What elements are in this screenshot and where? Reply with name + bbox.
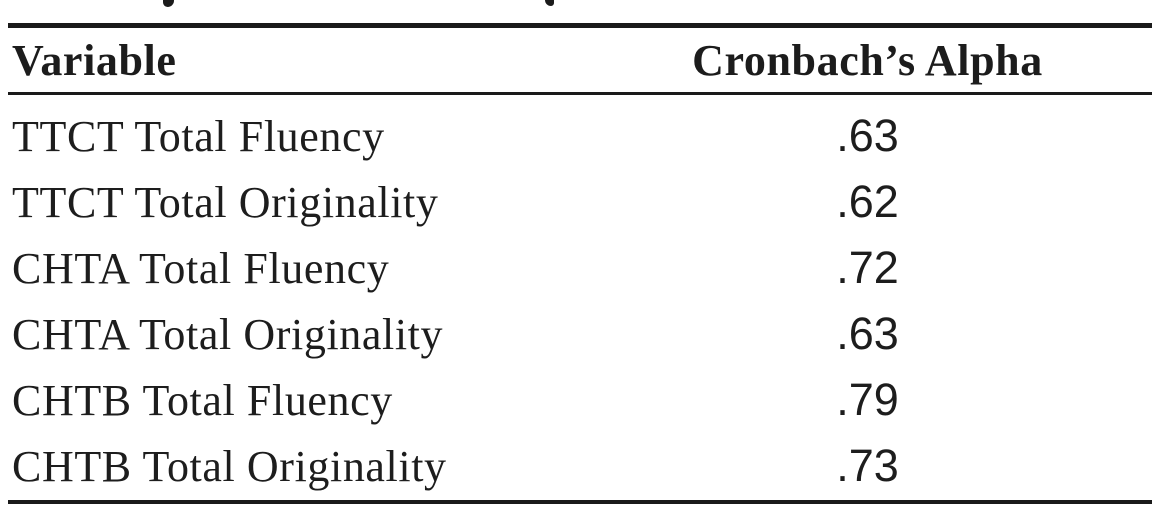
table-row: CHTB Total Fluency .79 [0,367,1155,433]
variable-cell: CHTB Total Originality [12,441,447,491]
table-header-rule [8,92,1152,95]
alpha-value-cell: .79 [836,374,899,425]
table-body: TTCT Total Fluency .63 TTCT Total Origin… [0,103,1155,499]
table-row: TTCT Total Originality .62 [0,169,1155,235]
table-header-row: Variable Cronbach’s Alpha [0,28,1155,92]
alpha-value-cell: .73 [836,440,899,491]
alpha-value-cell: .63 [836,110,899,161]
cropped-caption-descender [163,0,174,7]
alpha-value-cell: .72 [836,242,899,293]
table-row: CHTA Total Originality .63 [0,301,1155,367]
column-header-cronbachs-alpha: Cronbach’s Alpha [692,35,1043,85]
variable-cell: CHTA Total Fluency [12,243,390,293]
alpha-value-cell: .62 [836,176,899,227]
table-top-rule [8,23,1152,28]
variable-cell: TTCT Total Fluency [12,111,385,161]
table-row: CHTB Total Originality .73 [0,433,1155,499]
column-header-variable: Variable [12,35,177,85]
table-bottom-rule [8,500,1152,504]
table-row: CHTA Total Fluency .72 [0,235,1155,301]
table-row: TTCT Total Fluency .63 [0,103,1155,169]
variable-cell: CHTB Total Fluency [12,375,393,425]
alpha-value-cell: .63 [836,308,899,359]
variable-cell: TTCT Total Originality [12,177,439,227]
cropped-caption-descender [545,0,554,6]
variable-cell: CHTA Total Originality [12,309,444,359]
